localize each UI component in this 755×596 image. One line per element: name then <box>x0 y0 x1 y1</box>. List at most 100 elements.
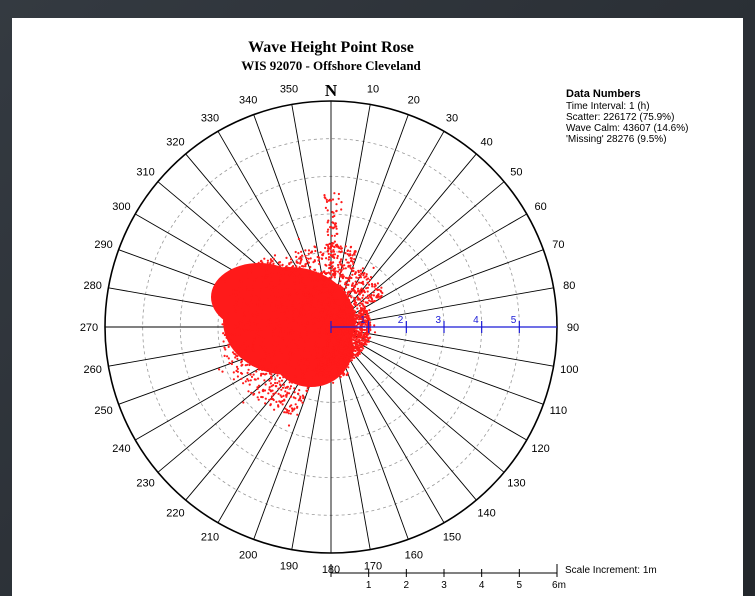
scatter-point <box>270 360 273 363</box>
scatter-point <box>349 350 352 353</box>
scatter-point <box>300 399 303 402</box>
scatter-point <box>298 389 301 392</box>
scatter-point <box>268 388 271 391</box>
scatter-point <box>311 275 314 278</box>
scatter-point <box>233 333 236 336</box>
scatter-point <box>301 320 304 324</box>
scatter-point <box>321 299 324 303</box>
scatter-point <box>325 200 329 203</box>
scatter-point <box>369 329 372 332</box>
scatter-point <box>327 333 330 336</box>
scatter-point <box>320 373 323 376</box>
scatter-point <box>223 354 226 357</box>
scatter-point <box>312 322 315 325</box>
scatter-point <box>286 266 290 269</box>
scatter-point <box>321 282 324 285</box>
scatter-point <box>225 336 228 339</box>
scatter-point <box>331 346 334 349</box>
scatter-point <box>278 272 281 275</box>
scatter-point <box>343 313 346 316</box>
direction-label: 50 <box>510 166 522 178</box>
scatter-point <box>335 347 338 351</box>
scatter-point <box>336 351 339 355</box>
scatter-point <box>357 277 360 280</box>
scatter-point <box>336 365 339 368</box>
scatter-point <box>242 348 245 351</box>
scatter-point <box>362 300 365 303</box>
scatter-point <box>329 199 333 202</box>
scatter-point <box>364 311 367 314</box>
scatter-point <box>300 259 303 262</box>
scatter-point <box>257 398 260 401</box>
scatter-point <box>334 319 337 322</box>
scatter-point <box>244 347 248 350</box>
scatter-point <box>277 349 280 352</box>
scatter-point <box>319 251 322 254</box>
scatter-point <box>288 294 291 297</box>
scatter-point <box>269 262 272 265</box>
scatter-point <box>245 301 248 305</box>
scatter-point <box>306 331 309 334</box>
direction-label: 10 <box>367 84 379 96</box>
scatter-point <box>268 398 271 401</box>
scatter-point <box>266 274 269 277</box>
scatter-point <box>352 342 355 345</box>
scatter-point <box>271 275 274 278</box>
scatter-point <box>356 287 360 290</box>
scatter-point <box>276 365 279 368</box>
scatter-point <box>315 342 318 346</box>
scatter-point <box>342 374 345 377</box>
scatter-point <box>240 371 243 375</box>
scatter-point <box>331 273 335 276</box>
scatter-point <box>307 349 311 352</box>
scatter-point <box>340 369 344 372</box>
scatter-point <box>279 302 282 305</box>
scatter-point <box>348 277 351 280</box>
scatter-point <box>309 361 312 364</box>
north-label: N <box>325 81 338 100</box>
scatter-point <box>343 291 347 294</box>
scatter-point <box>314 271 317 274</box>
scatter-point <box>327 247 330 250</box>
scatter-point <box>299 283 302 286</box>
scatter-point <box>318 305 321 309</box>
scatter-point <box>251 293 254 296</box>
scatter-point <box>288 309 291 313</box>
scatter-point <box>257 377 260 380</box>
scatter-point <box>296 344 299 347</box>
scatter-point <box>263 358 266 361</box>
scatter-point <box>285 256 288 259</box>
scatter-point <box>280 353 284 356</box>
scatter-point <box>287 332 290 335</box>
scatter-point <box>315 284 318 287</box>
scatter-point <box>246 344 249 347</box>
scatter-point <box>235 310 238 313</box>
scatter-point <box>354 299 357 302</box>
scatter-point <box>234 323 237 326</box>
chart-title: Wave Height Point Rose <box>248 39 414 56</box>
scatter-point <box>339 343 342 346</box>
scatter-point <box>328 303 331 306</box>
scatter-point <box>251 313 254 316</box>
scatter-point <box>256 302 259 305</box>
scatter-point <box>296 413 299 416</box>
scatter-point <box>334 222 337 225</box>
scatter-point <box>341 361 344 364</box>
scatter-point <box>316 298 319 301</box>
scatter-point <box>288 342 291 345</box>
scatter-point <box>338 272 341 275</box>
scatter-point <box>310 277 313 280</box>
scatter-point <box>349 344 352 347</box>
scatter-point <box>257 265 260 268</box>
scatter-point <box>325 257 328 260</box>
scatter-point <box>365 287 368 290</box>
scatter-point <box>292 319 295 322</box>
scatter-point <box>360 341 363 344</box>
scatter-point <box>281 337 285 340</box>
scatter-point <box>373 299 376 303</box>
scatter-point <box>296 358 299 361</box>
scatter-point <box>285 394 288 397</box>
scatter-point <box>353 258 356 261</box>
scatter-point <box>272 398 275 402</box>
scale-tick-label: 2 <box>404 580 410 591</box>
